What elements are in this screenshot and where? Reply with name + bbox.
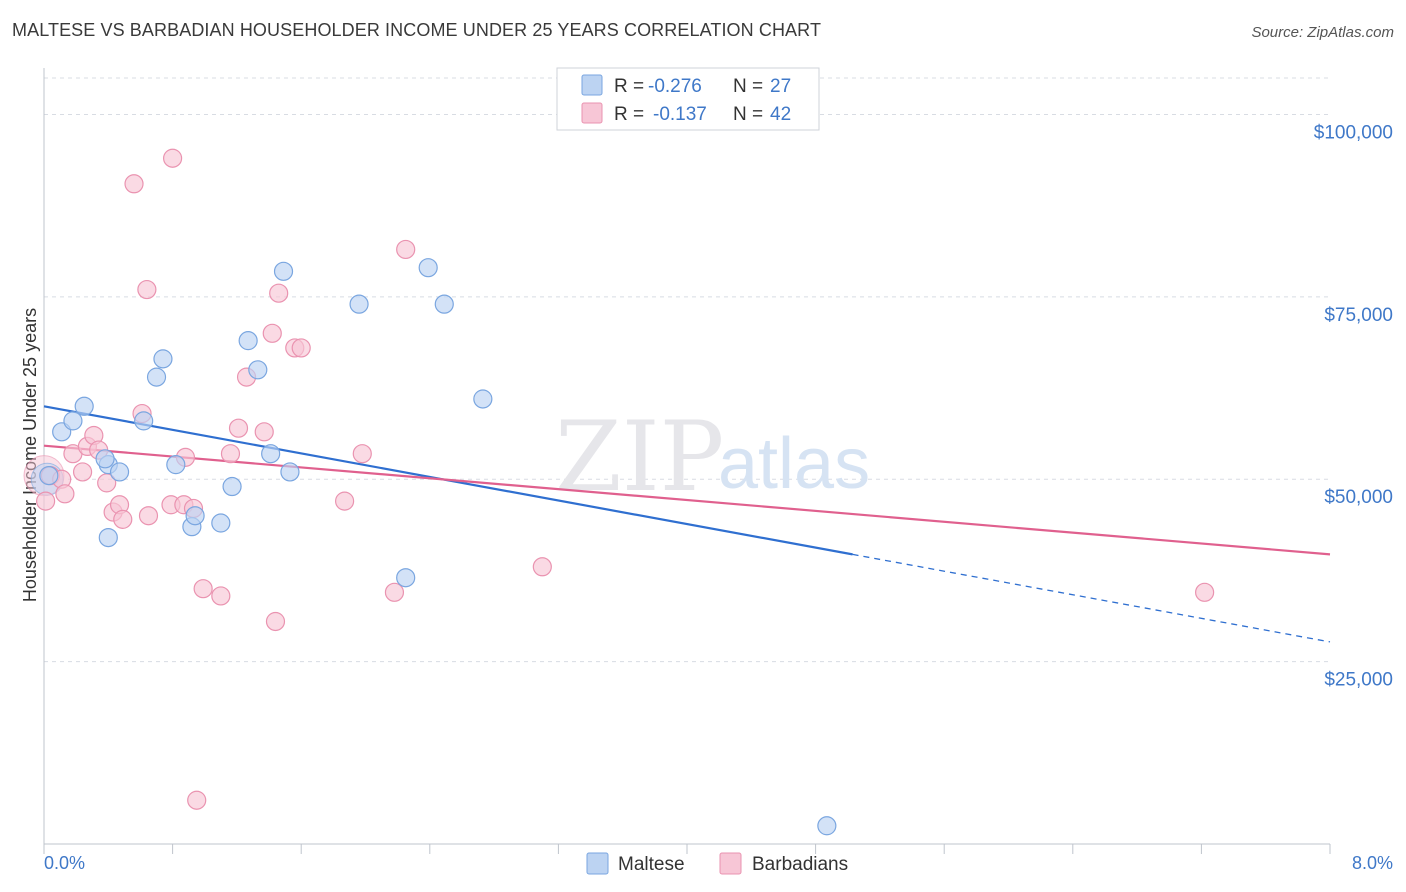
point-barbadians bbox=[187, 790, 207, 810]
watermark-zip: ZIP bbox=[555, 401, 724, 513]
legend-label-maltese: Maltese bbox=[618, 854, 685, 875]
legend-swatch-barbadians bbox=[719, 852, 742, 875]
legend-label-barbadians: Barbadians bbox=[752, 854, 848, 875]
point-barbadians bbox=[55, 484, 75, 504]
stats-legend: R = -0.276 N = 27 R = -0.137 N = 42 bbox=[556, 67, 820, 131]
point-barbadians bbox=[532, 557, 552, 577]
point-barbadians bbox=[1195, 582, 1215, 602]
grid bbox=[44, 77, 1330, 663]
point-maltese bbox=[473, 389, 493, 409]
point-maltese bbox=[185, 506, 205, 526]
point-maltese bbox=[434, 294, 454, 314]
stats-n-label-maltese: N = bbox=[733, 76, 763, 97]
stats-n-value-barbadians: 42 bbox=[770, 104, 791, 125]
point-barbadians bbox=[113, 509, 133, 529]
point-maltese bbox=[238, 331, 258, 351]
point-maltese bbox=[261, 444, 281, 464]
watermark: ZIP atlas bbox=[555, 401, 870, 513]
point-barbadians bbox=[72, 462, 93, 482]
data-points bbox=[23, 148, 1215, 836]
point-maltese bbox=[817, 816, 837, 836]
y-axis-label: Householder Income Under 25 years bbox=[20, 308, 40, 602]
point-barbadians bbox=[220, 444, 241, 464]
point-maltese bbox=[98, 527, 118, 548]
y-tick-labels: $25,000 $50,000 $75,000 $100,000 bbox=[1314, 122, 1393, 690]
point-maltese bbox=[166, 455, 186, 475]
point-barbadians bbox=[124, 174, 144, 194]
trend-lines bbox=[43, 405, 1331, 643]
stats-r-value-barbadians: -0.137 bbox=[653, 104, 707, 125]
source-label: Source: ZipAtlas.com bbox=[1251, 24, 1394, 41]
point-barbadians bbox=[269, 283, 289, 303]
point-maltese bbox=[418, 258, 438, 278]
point-maltese bbox=[280, 462, 300, 482]
point-barbadians bbox=[396, 239, 416, 260]
stats-n-value-maltese: 27 bbox=[770, 76, 791, 97]
stats-swatch-barbadians bbox=[581, 102, 603, 124]
stats-r-value-maltese: -0.276 bbox=[648, 76, 702, 97]
stats-r-label-barbadians: R = bbox=[614, 104, 644, 125]
point-maltese bbox=[146, 367, 167, 387]
bottom-legend: Maltese Barbadians bbox=[586, 852, 848, 875]
point-barbadians bbox=[137, 279, 157, 300]
point-maltese bbox=[222, 476, 242, 497]
trend-line-barbadians bbox=[43, 444, 1331, 556]
watermark-atlas: atlas bbox=[718, 424, 870, 504]
stats-n-label-barbadians: N = bbox=[733, 104, 763, 125]
point-maltese bbox=[349, 294, 369, 314]
point-maltese bbox=[153, 349, 173, 369]
stats-swatch-maltese bbox=[581, 74, 603, 96]
point-barbadians bbox=[291, 338, 311, 358]
stats-r-label-maltese: R = bbox=[614, 76, 644, 97]
y-tick-label: $75,000 bbox=[1324, 305, 1393, 326]
point-maltese bbox=[248, 360, 268, 380]
point-maltese bbox=[74, 396, 94, 416]
point-maltese bbox=[95, 449, 115, 469]
point-barbadians bbox=[262, 323, 282, 343]
point-barbadians bbox=[254, 422, 274, 442]
point-maltese bbox=[211, 513, 231, 533]
legend-swatch-maltese bbox=[586, 852, 609, 875]
y-tick-label: $25,000 bbox=[1324, 670, 1393, 691]
x-tick-min: 0.0% bbox=[44, 853, 85, 873]
point-maltese bbox=[396, 568, 416, 588]
point-barbadians bbox=[138, 506, 159, 526]
point-maltese bbox=[134, 411, 154, 431]
x-tick-max: 8.0% bbox=[1352, 853, 1393, 873]
point-barbadians bbox=[352, 444, 372, 464]
point-maltese bbox=[109, 462, 130, 482]
chart-title: MALTESE VS BARBADIAN HOUSEHOLDER INCOME … bbox=[12, 20, 822, 40]
trend-line-maltese-extension bbox=[852, 553, 1331, 643]
point-barbadians bbox=[163, 148, 183, 168]
point-maltese bbox=[273, 261, 294, 281]
point-maltese bbox=[39, 465, 59, 486]
point-barbadians bbox=[265, 611, 286, 632]
point-maltese bbox=[63, 411, 83, 431]
point-barbadians bbox=[228, 418, 249, 438]
point-barbadians bbox=[335, 491, 355, 511]
point-barbadians bbox=[384, 582, 405, 602]
point-barbadians bbox=[211, 586, 231, 606]
point-barbadians bbox=[36, 491, 56, 511]
y-tick-label: $100,000 bbox=[1314, 122, 1393, 143]
y-tick-label: $50,000 bbox=[1324, 487, 1393, 508]
point-barbadians bbox=[193, 579, 213, 599]
